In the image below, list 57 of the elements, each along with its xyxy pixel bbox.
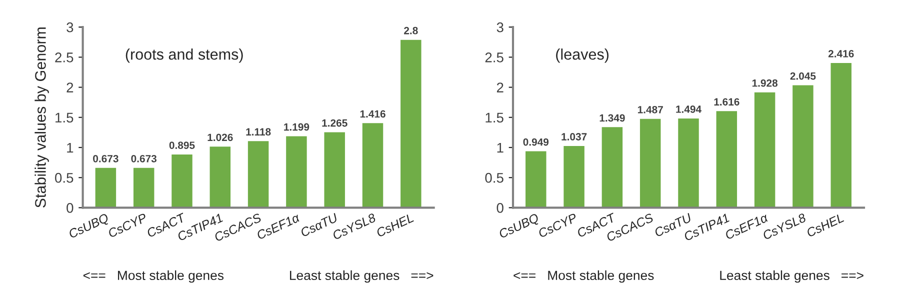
- data-label: 1.199: [284, 123, 310, 131]
- text: Least stable genes ==>: [290, 270, 434, 283]
- y-tick-label: 0.5: [55, 172, 74, 183]
- y-tick-label: 0.5: [485, 172, 504, 183]
- bar: [714, 110, 738, 208]
- bar: [94, 166, 118, 208]
- y-tick-label: 1.5: [486, 112, 504, 123]
- bar: [753, 90, 777, 208]
- bar: [322, 130, 346, 208]
- text: <== Most stable genes: [83, 270, 224, 283]
- y-axis-title: Stability values by Genorm: [34, 28, 49, 208]
- bar: [360, 122, 385, 208]
- bar: [829, 62, 853, 208]
- text: Least stable genes ==>: [720, 270, 864, 283]
- bar: [600, 126, 624, 208]
- data-label: 1.416: [360, 110, 386, 118]
- data-label: 1.494: [676, 106, 702, 113]
- y-tick-label: 2.5: [485, 52, 504, 62]
- data-label: 1.265: [322, 119, 348, 127]
- data-label: 2.045: [790, 72, 816, 80]
- y-tick-label: 3: [496, 22, 504, 32]
- y-tick-label: 2: [496, 82, 504, 92]
- bar: [170, 153, 194, 208]
- data-label: 1.928: [752, 79, 778, 87]
- data-label: 0.673: [131, 154, 156, 162]
- y-tick-label: 0: [496, 203, 504, 213]
- data-label: 1.487: [638, 106, 663, 114]
- y-tick-label: 1.5: [56, 112, 74, 123]
- y-tick-label: 1: [67, 142, 74, 153]
- bar: [676, 117, 700, 208]
- bar: [284, 134, 308, 208]
- bar: [562, 144, 586, 208]
- bar: [246, 140, 270, 208]
- data-label: 0.895: [169, 142, 195, 149]
- data-label: 1.037: [562, 133, 587, 140]
- data-label: 1.026: [208, 134, 233, 142]
- annotation: (roots and stems): [126, 48, 243, 63]
- y-tick-label: 1: [497, 142, 504, 153]
- y-tick-label: 0: [66, 203, 74, 213]
- data-label: 2.416: [828, 50, 854, 58]
- y-tick-label: 2.5: [55, 52, 74, 62]
- y-tick-label: 3: [66, 22, 74, 32]
- data-label: 1.616: [714, 98, 740, 106]
- data-label: 1.349: [600, 114, 625, 122]
- bar: [208, 145, 232, 208]
- data-label: 0.949: [523, 138, 549, 146]
- bar: [638, 117, 662, 208]
- data-label: 1.118: [246, 128, 271, 136]
- bar: [791, 84, 815, 208]
- bar: [132, 166, 156, 208]
- bar: [399, 38, 423, 208]
- text: <== Most stable genes: [514, 270, 654, 283]
- y-tick-label: 2: [66, 82, 74, 92]
- data-label: 0.673: [93, 154, 118, 162]
- bar: [524, 150, 548, 208]
- annotation: (leaves): [556, 48, 609, 63]
- data-label: 2.8: [404, 26, 418, 34]
